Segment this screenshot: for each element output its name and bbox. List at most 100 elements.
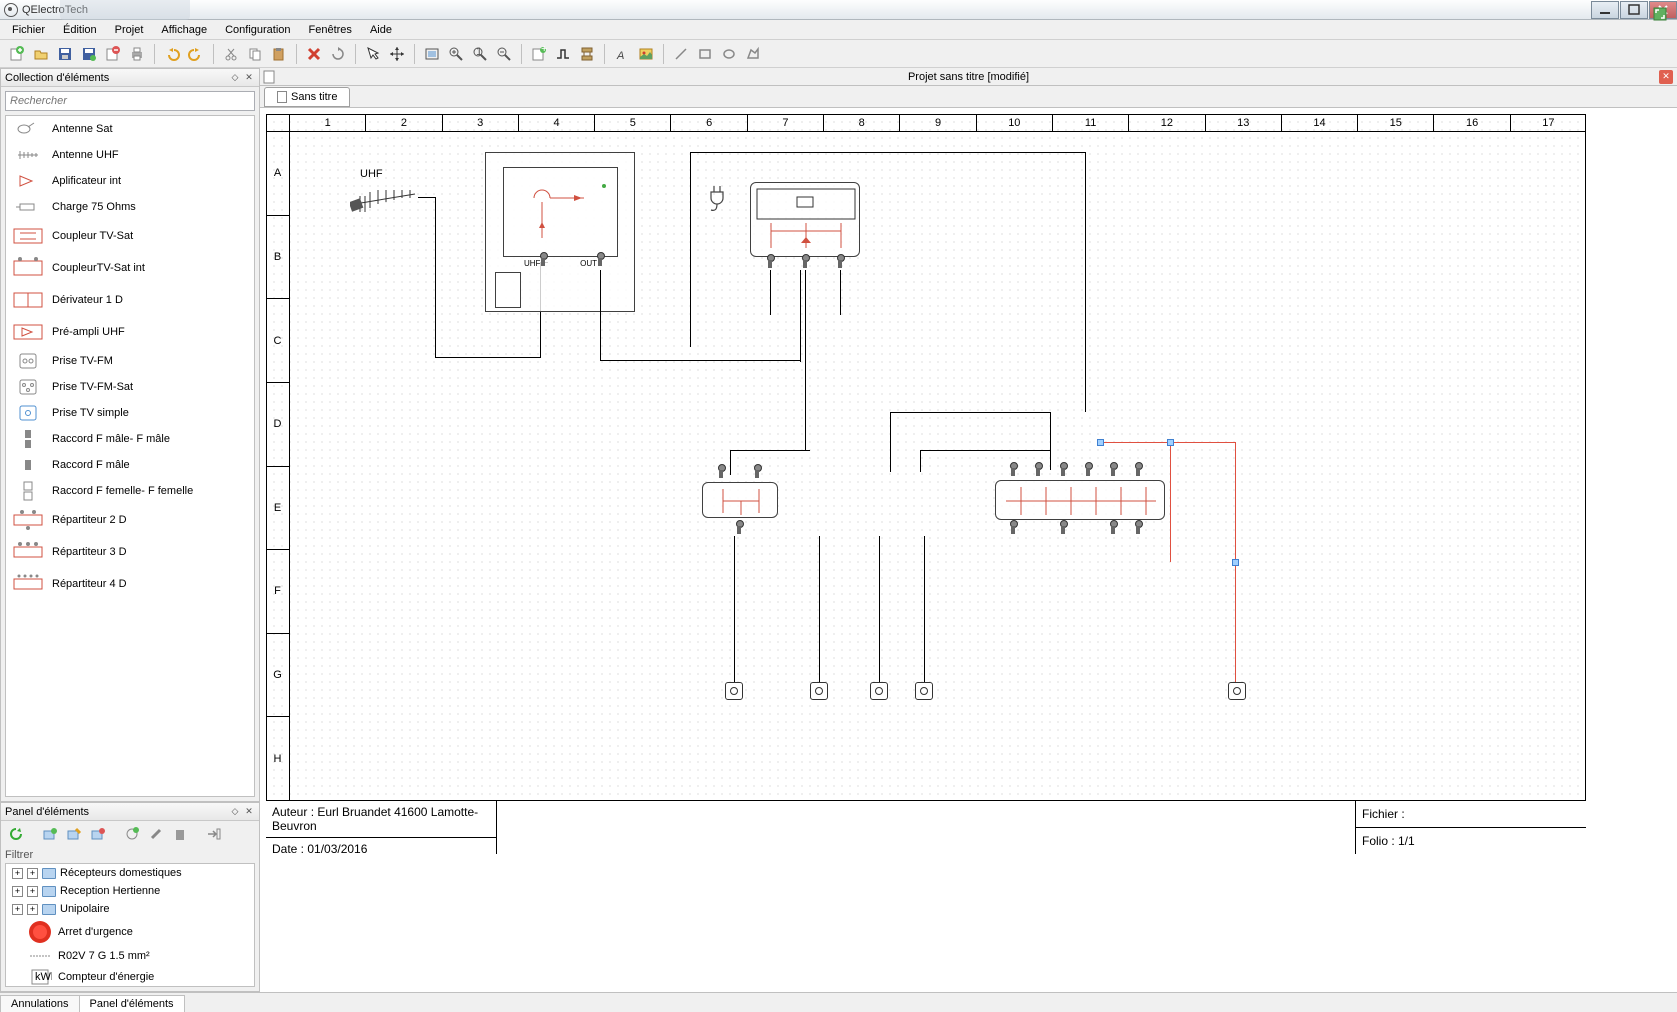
new-category-button[interactable] (39, 823, 61, 845)
bottom-tab-undo[interactable]: Annulations (0, 995, 80, 1012)
tv-outlet[interactable] (870, 682, 888, 700)
psu-component[interactable] (750, 182, 860, 257)
add-folio-button[interactable]: + (528, 43, 550, 65)
collection-list[interactable]: Antenne Sat Antenne UHF Aplificateur int… (5, 115, 255, 797)
list-item[interactable]: Répartiteur 2 D (6, 504, 254, 536)
list-item[interactable]: Dérivateur 1 D (6, 284, 254, 316)
list-item[interactable]: Raccord F femelle- F femelle (6, 478, 254, 504)
tree-item[interactable]: ++Récepteurs domestiques (6, 864, 254, 882)
tree-item[interactable]: R02V 7 G 1.5 mm² (6, 946, 254, 966)
tv-outlet[interactable] (810, 682, 828, 700)
minimize-button[interactable] (1591, 1, 1619, 19)
expand-icon[interactable]: + (12, 886, 23, 897)
list-item[interactable]: Répartiteur 3 D (6, 536, 254, 568)
zoom-fit-button[interactable] (421, 43, 443, 65)
line-tool-button[interactable] (670, 43, 692, 65)
elements-tree[interactable]: ++Récepteurs domestiques ++Reception Her… (5, 863, 255, 987)
delete-element-button[interactable] (169, 823, 191, 845)
close-project-button[interactable] (102, 43, 124, 65)
reload-button[interactable] (5, 823, 27, 845)
list-item[interactable]: Aplificateur int (6, 168, 254, 194)
folio-tab[interactable]: Sans titre (264, 87, 350, 107)
zoom-reset-button[interactable]: 1 (469, 43, 491, 65)
cut-button[interactable] (220, 43, 242, 65)
rect-tool-button[interactable] (694, 43, 716, 65)
ellipse-tool-button[interactable] (718, 43, 740, 65)
print-button[interactable] (126, 43, 148, 65)
save-button[interactable] (54, 43, 76, 65)
menu-affichage[interactable]: Affichage (153, 22, 215, 38)
list-item[interactable]: Raccord F mâle- F mâle (6, 426, 254, 452)
zoom-in-button[interactable] (445, 43, 467, 65)
polygon-tool-button[interactable] (742, 43, 764, 65)
redo-button[interactable] (185, 43, 207, 65)
select-tool-button[interactable] (362, 43, 384, 65)
selection-handle[interactable] (1167, 439, 1174, 446)
splitter-6-component[interactable] (995, 480, 1165, 520)
selection-handle[interactable] (1232, 559, 1239, 566)
conductor-tool-button[interactable] (552, 43, 574, 65)
schematic-drawing[interactable]: UHF (290, 132, 1586, 800)
copy-button[interactable] (244, 43, 266, 65)
panel-close-button[interactable]: ✕ (243, 806, 255, 818)
delete-button[interactable] (303, 43, 325, 65)
list-item[interactable]: Prise TV-FM-Sat (6, 374, 254, 400)
expand-icon[interactable]: + (12, 904, 23, 915)
expand-icon[interactable]: + (12, 868, 23, 879)
delete-category-button[interactable] (87, 823, 109, 845)
canvas-area[interactable]: 1234567891011121314151617 ABCDEFGH UHF (260, 108, 1677, 992)
uhf-antenna-symbol[interactable] (350, 182, 420, 212)
search-input[interactable] (5, 91, 255, 111)
panel-float-button[interactable]: ◇ (229, 72, 241, 84)
list-item[interactable]: Charge 75 Ohms (6, 194, 254, 220)
tree-item[interactable]: ++Unipolaire (6, 900, 254, 918)
text-tool-button[interactable]: A (611, 43, 633, 65)
tv-outlet[interactable] (725, 682, 743, 700)
list-item[interactable]: CoupleurTV-Sat int (6, 252, 254, 284)
list-item[interactable]: Répartiteur 4 D (6, 568, 254, 600)
menu-projet[interactable]: Projet (107, 22, 152, 38)
expand-icon[interactable]: + (27, 868, 38, 879)
splitter-2-component[interactable] (702, 482, 778, 518)
selection-handle[interactable] (1097, 439, 1104, 446)
list-item[interactable]: Prise TV simple (6, 400, 254, 426)
maximize-button[interactable] (1620, 1, 1648, 19)
list-item[interactable]: Prise TV-FM (6, 348, 254, 374)
menu-fichier[interactable]: Fichier (4, 22, 53, 38)
expand-icon[interactable]: + (27, 886, 38, 897)
expand-icon[interactable]: + (27, 904, 38, 915)
edit-category-button[interactable] (63, 823, 85, 845)
menu-edition[interactable]: Édition (55, 22, 105, 38)
list-item[interactable]: Pré-ampli UHF (6, 316, 254, 348)
import-button[interactable] (203, 823, 225, 845)
tv-outlet[interactable] (915, 682, 933, 700)
project-tab-close-button[interactable]: ✕ (1659, 70, 1673, 84)
menu-configuration[interactable]: Configuration (217, 22, 298, 38)
menu-fenetres[interactable]: Fenêtres (301, 22, 360, 38)
tree-item[interactable]: Arret d'urgence (6, 918, 254, 946)
list-item[interactable]: Antenne UHF (6, 142, 254, 168)
move-tool-button[interactable] (386, 43, 408, 65)
panel-float-button[interactable]: ◇ (229, 806, 241, 818)
new-project-button[interactable] (6, 43, 28, 65)
panel-close-button[interactable]: ✕ (243, 72, 255, 84)
list-item[interactable]: Raccord F mâle (6, 452, 254, 478)
open-button[interactable] (30, 43, 52, 65)
undo-button[interactable] (161, 43, 183, 65)
grid-button[interactable] (576, 43, 598, 65)
menu-aide[interactable]: Aide (362, 22, 400, 38)
new-element-button[interactable] (121, 823, 143, 845)
bottom-tab-elements[interactable]: Panel d'éléments (79, 995, 185, 1012)
paste-button[interactable] (268, 43, 290, 65)
zoom-out-button[interactable] (493, 43, 515, 65)
rotate-button[interactable] (327, 43, 349, 65)
tv-outlet[interactable] (1228, 682, 1246, 700)
list-item[interactable]: Antenne Sat (6, 116, 254, 142)
tree-item[interactable]: kWhCompteur d'énergie (6, 966, 254, 987)
edit-element-button[interactable] (145, 823, 167, 845)
list-item[interactable]: Coupleur TV-Sat (6, 220, 254, 252)
fullscreen-button[interactable] (1649, 3, 1671, 25)
save-as-button[interactable] (78, 43, 100, 65)
image-tool-button[interactable] (635, 43, 657, 65)
tree-item[interactable]: ++Reception Hertienne (6, 882, 254, 900)
